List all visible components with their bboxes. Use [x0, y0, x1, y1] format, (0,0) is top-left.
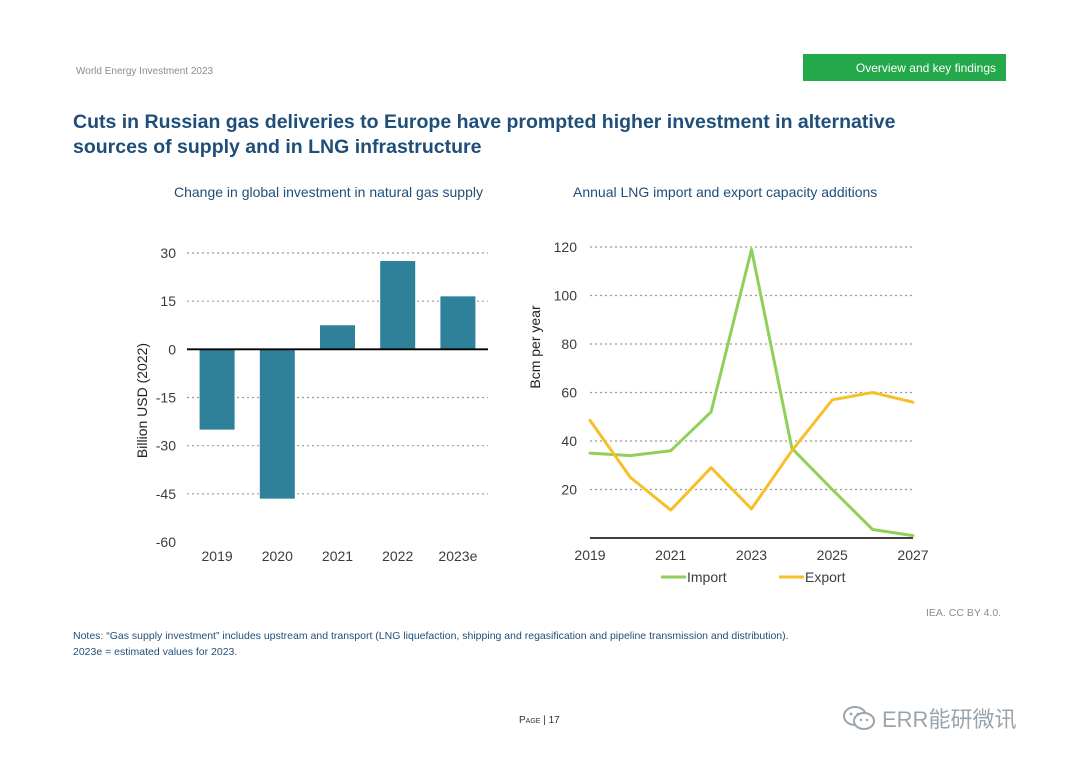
y-tick-label: -15: [156, 390, 176, 406]
x-tick-label: 2021: [655, 547, 686, 563]
export-series-line: [588, 391, 915, 512]
y-tick-label: 120: [554, 239, 578, 255]
wechat-icon: [843, 706, 875, 730]
section-badge[interactable]: Overview and key findings: [803, 54, 1006, 81]
y-tick-label: 20: [561, 482, 577, 498]
source-credit: IEA. CC BY 4.0.: [926, 607, 1002, 619]
y-tick-label: 100: [554, 288, 578, 304]
legend-label: Import: [687, 569, 727, 585]
bar: [259, 349, 295, 499]
bar: [320, 325, 355, 350]
notes-line-1: Notes: “Gas supply investment” includes …: [73, 630, 789, 642]
page-title: Cuts in Russian gas deliveries to Europe…: [73, 111, 896, 158]
page-number: Page | 17: [519, 715, 560, 726]
x-tick-label: 2019: [202, 548, 233, 564]
x-tick-label: 2027: [897, 547, 928, 563]
y-tick-label: -45: [156, 486, 176, 502]
watermark: ERR能研微讯: [842, 702, 1016, 734]
x-tick-label: 2023: [736, 547, 767, 563]
x-tick-label: 2025: [817, 547, 848, 563]
import-series-line: [588, 247, 915, 538]
x-tick-label: 2021: [322, 548, 353, 564]
line-chart-title: Annual LNG import and export capacity ad…: [573, 184, 878, 200]
notes: Notes: “Gas supply investment” includes …: [73, 628, 789, 660]
y-tick-label: -60: [156, 534, 176, 550]
bar: [199, 349, 235, 430]
y-axis-label: Bcm per year: [527, 305, 543, 389]
y-tick-label: -30: [156, 438, 176, 454]
watermark-text: ERR能研微讯: [882, 707, 1017, 732]
y-tick-label: 40: [561, 433, 577, 449]
x-tick-label: 2022: [382, 548, 413, 564]
y-tick-label: 30: [160, 245, 176, 261]
legend-label: Export: [805, 569, 846, 585]
y-tick-label: 0: [168, 341, 176, 357]
investment-bar-chart: 30 15 0 -15 -30 -45 -60 Billion USD (2022) 2019 2…: [134, 245, 488, 564]
report-name: World Energy Investment 2023: [76, 66, 214, 77]
notes-line-2: 2023e = estimated values for 2023.: [73, 646, 238, 658]
y-tick-label: 80: [561, 336, 577, 352]
bar-chart-title: Change in global investment in natural g…: [174, 184, 483, 200]
y-tick-label: 60: [561, 385, 577, 401]
y-tick-label: 15: [160, 293, 176, 309]
y-axis-label: Billion USD (2022): [134, 343, 150, 458]
x-tick-label: 2019: [574, 547, 605, 563]
bar: [440, 296, 476, 350]
x-tick-label: 2023e: [438, 548, 477, 564]
lng-capacity-line-chart: 20 40 60 80 100 120 Bcm per year 2019 2021 2023 20…: [527, 239, 929, 585]
x-tick-label: 2020: [262, 548, 293, 564]
bar: [380, 261, 416, 350]
